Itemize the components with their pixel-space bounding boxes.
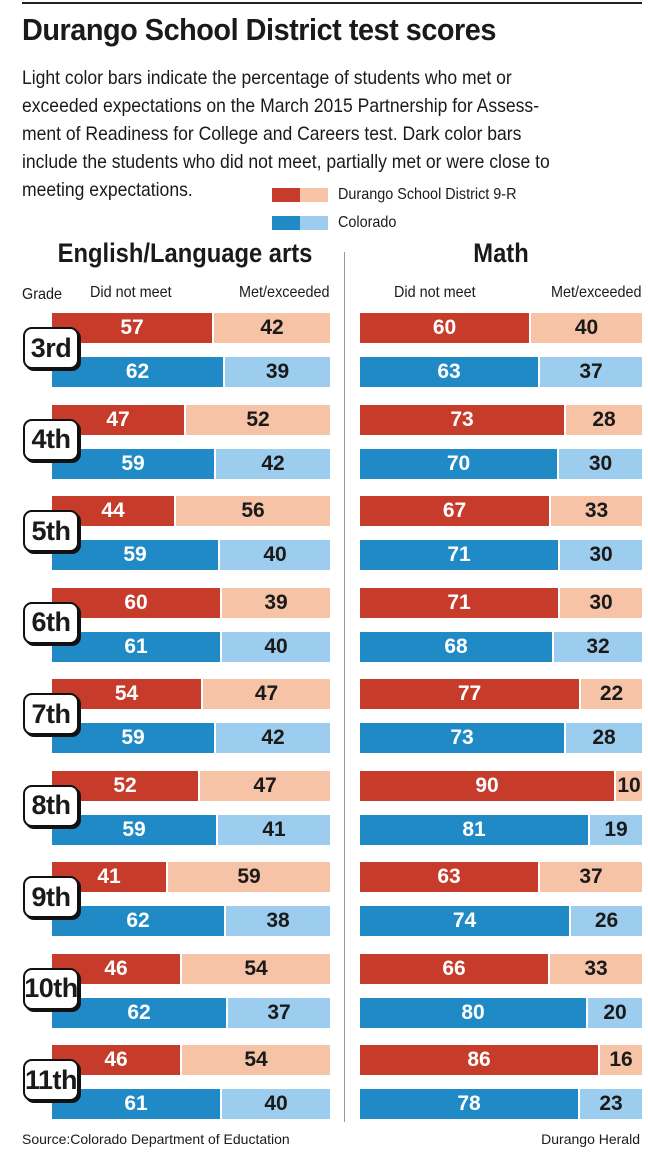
ela-state-met-bar: 37 — [228, 997, 330, 1028]
math-state-not-met-bar: 68 — [360, 631, 552, 662]
section-divider — [344, 252, 345, 1122]
legend-swatch-district-dark — [272, 188, 300, 202]
math-state-not-met-bar: 74 — [360, 906, 569, 936]
grade-badge: 7th — [23, 693, 79, 735]
ela-state-not-met-bar: 59 — [52, 540, 218, 570]
top-rule — [22, 2, 642, 4]
ela-state-not-met-bar: 59 — [52, 723, 214, 753]
math-district-not-met-bar: 77 — [360, 679, 579, 709]
ela-col-head-not-met: Did not meet — [90, 284, 172, 301]
math-state-not-met-bar: 73 — [360, 723, 564, 753]
math-section-title: Math — [473, 238, 529, 268]
math-district-met-bar: 28 — [566, 404, 642, 435]
chart-title: Durango School District test scores — [22, 12, 496, 47]
grade-badge: 8th — [23, 784, 79, 827]
ela-state-not-met-bar: 62 — [52, 997, 226, 1028]
math-district-not-met-bar: 60 — [360, 313, 529, 343]
description-line: meeting expectations. — [22, 179, 193, 201]
ela-section-title: English/Language arts — [57, 238, 313, 268]
legend-swatch-district-light — [300, 188, 328, 202]
ela-state-met-bar: 39 — [225, 357, 330, 387]
grade-badge: 9th — [23, 876, 79, 918]
grade-badge: 11th — [23, 1059, 79, 1101]
ela-district-met-bar: 54 — [182, 953, 330, 984]
math-district-met-bar: 33 — [551, 496, 642, 526]
ela-state-not-met-bar: 59 — [52, 814, 216, 845]
ela-state-met-bar: 40 — [222, 1089, 330, 1119]
math-district-not-met-bar: 66 — [360, 953, 548, 984]
math-district-met-bar: 33 — [550, 953, 642, 984]
description-line: Light color bars indicate the percentage… — [22, 67, 512, 89]
source-note: Source:Colorado Department of Eductation — [22, 1131, 290, 1147]
legend-state: Colorado — [272, 214, 403, 232]
ela-district-met-bar: 52 — [186, 404, 330, 435]
math-district-not-met-bar: 63 — [360, 862, 538, 892]
grade-badge: 4th — [23, 418, 79, 461]
math-district-met-bar: 10 — [616, 770, 642, 801]
legend-label-state: Colorado — [338, 214, 397, 231]
math-district-met-bar: 22 — [581, 679, 642, 709]
math-state-met-bar: 23 — [580, 1089, 642, 1119]
math-state-met-bar: 30 — [560, 540, 642, 570]
math-district-met-bar: 37 — [540, 862, 642, 892]
math-district-not-met-bar: 90 — [360, 770, 614, 801]
ela-col-head-met: Met/exceeded — [239, 284, 330, 301]
ela-district-met-bar: 39 — [222, 587, 330, 618]
math-state-not-met-bar: 63 — [360, 357, 538, 387]
math-state-met-bar: 37 — [540, 357, 642, 387]
legend-swatch-state-light — [300, 216, 328, 230]
ela-district-met-bar: 42 — [214, 313, 330, 343]
description: Light color bars indicate the percentage… — [22, 64, 642, 204]
ela-state-not-met-bar: 62 — [52, 357, 223, 387]
math-state-met-bar: 30 — [559, 448, 642, 479]
ela-district-met-bar: 59 — [168, 862, 330, 892]
grade-badge: 3rd — [23, 327, 79, 369]
description-line: exceeded expectations on the March 2015 … — [22, 95, 540, 117]
math-district-met-bar: 30 — [560, 587, 642, 618]
grade-badge: 10th — [23, 967, 79, 1010]
ela-state-not-met-bar: 61 — [52, 1089, 220, 1119]
math-district-met-bar: 40 — [531, 313, 642, 343]
math-state-not-met-bar: 70 — [360, 448, 557, 479]
ela-state-not-met-bar: 61 — [52, 631, 220, 662]
legend-label-district: Durango School District 9-R — [338, 186, 517, 203]
math-state-not-met-bar: 81 — [360, 814, 588, 845]
ela-state-met-bar: 38 — [226, 906, 330, 936]
math-state-not-met-bar: 78 — [360, 1089, 578, 1119]
math-district-not-met-bar: 67 — [360, 496, 549, 526]
math-district-not-met-bar: 73 — [360, 404, 564, 435]
ela-district-met-bar: 56 — [176, 496, 330, 526]
math-district-met-bar: 16 — [600, 1045, 642, 1075]
math-state-met-bar: 32 — [554, 631, 642, 662]
ela-state-not-met-bar: 59 — [52, 448, 214, 479]
ela-district-met-bar: 47 — [200, 770, 330, 801]
math-district-not-met-bar: 71 — [360, 587, 558, 618]
legend-district: Durango School District 9-R — [272, 186, 536, 204]
legend-swatch-state-dark — [272, 216, 300, 230]
math-state-not-met-bar: 71 — [360, 540, 558, 570]
ela-state-met-bar: 40 — [220, 540, 330, 570]
ela-district-met-bar: 54 — [182, 1045, 330, 1075]
math-state-met-bar: 26 — [571, 906, 642, 936]
ela-state-not-met-bar: 62 — [52, 906, 224, 936]
grade-badge: 5th — [23, 510, 79, 552]
grade-badge: 6th — [23, 601, 79, 644]
math-district-not-met-bar: 86 — [360, 1045, 598, 1075]
math-state-met-bar: 19 — [590, 814, 642, 845]
ela-state-met-bar: 42 — [216, 723, 330, 753]
math-col-head-met: Met/exceeded — [551, 284, 642, 301]
ela-state-met-bar: 41 — [218, 814, 330, 845]
math-state-not-met-bar: 80 — [360, 997, 586, 1028]
description-line: include the students who did not meet, p… — [22, 151, 550, 173]
ela-state-met-bar: 42 — [216, 448, 330, 479]
math-state-met-bar: 28 — [566, 723, 642, 753]
grade-header: Grade — [22, 286, 63, 303]
description-line: ment of Readiness for College and Career… — [22, 123, 522, 145]
credit-note: Durango Herald — [541, 1131, 640, 1147]
ela-state-met-bar: 40 — [222, 631, 330, 662]
math-state-met-bar: 20 — [588, 997, 642, 1028]
ela-district-not-met-bar: 60 — [52, 587, 220, 618]
math-col-head-not-met: Did not meet — [394, 284, 476, 301]
ela-district-met-bar: 47 — [203, 679, 330, 709]
